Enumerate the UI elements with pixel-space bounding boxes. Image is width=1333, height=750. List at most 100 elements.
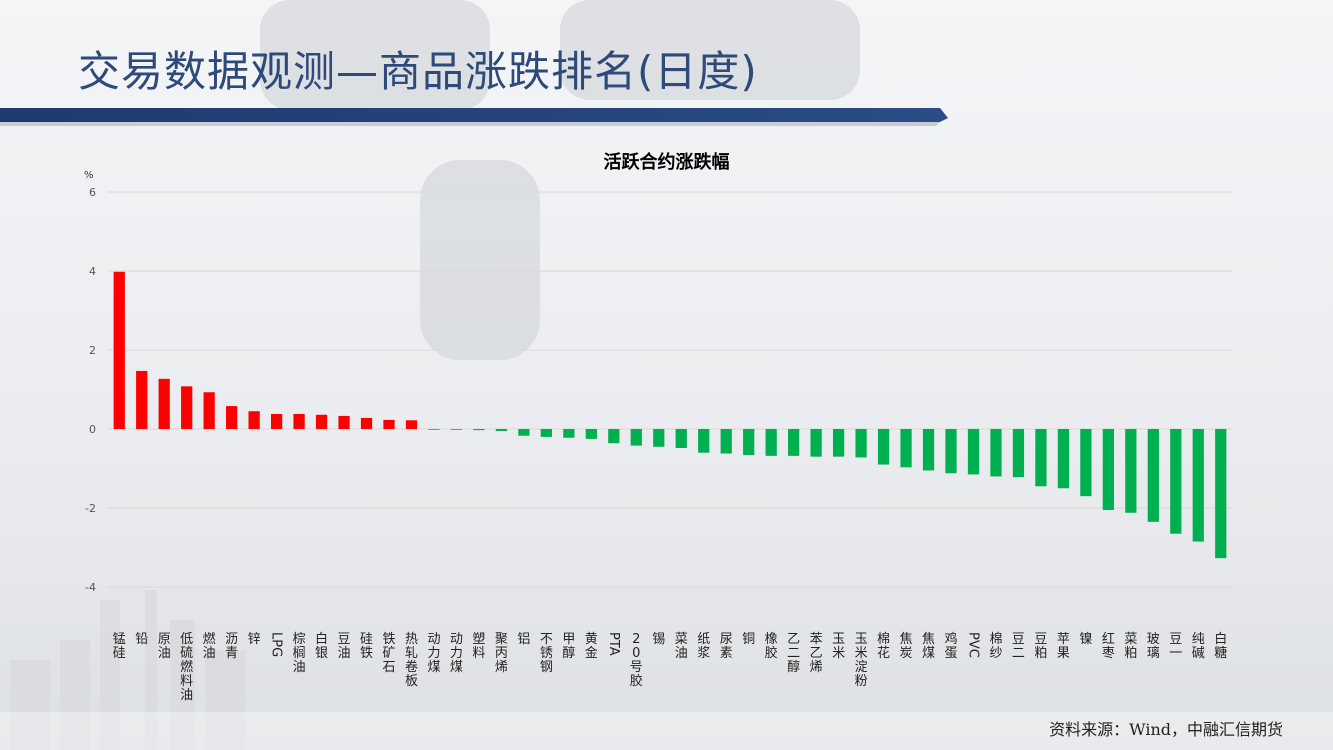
- source-note: 资料来源：Wind，中融汇信期货: [1049, 720, 1283, 739]
- x-tick-label: 菜油: [675, 632, 688, 661]
- x-tick-label: 焦煤: [922, 632, 935, 661]
- bar: [1102, 429, 1114, 510]
- bar: [945, 429, 957, 474]
- x-tick-label: 菜粕: [1124, 632, 1137, 661]
- x-tick-label: 铜: [742, 632, 755, 647]
- x-tick-label: 硅铁: [360, 632, 373, 661]
- bar: [788, 429, 800, 456]
- bar: [518, 429, 530, 436]
- bar: [338, 415, 350, 429]
- x-tick-label: 豆粕: [1034, 632, 1047, 661]
- x-tick-label: 沥青: [225, 632, 238, 661]
- bar: [653, 429, 665, 447]
- bar: [990, 429, 1002, 477]
- bar: [203, 392, 215, 429]
- bar: [226, 406, 238, 429]
- bar: [1080, 429, 1092, 497]
- x-tick-label: 尿素: [720, 632, 733, 661]
- bar: [608, 429, 620, 444]
- x-tick-label: 棉纱: [989, 632, 1002, 661]
- x-tick-label: 2 0 号胶: [630, 632, 643, 689]
- x-tick-label: 纸浆: [697, 632, 710, 661]
- x-tick-label: 焦炭: [900, 632, 913, 661]
- bar: [967, 429, 980, 475]
- bar: [540, 429, 552, 437]
- x-tick-label: 铁矿石: [382, 632, 395, 675]
- bar: [1012, 429, 1025, 478]
- x-tick-label: 橡胶: [765, 632, 778, 661]
- x-tick-label: 白银: [315, 631, 328, 661]
- x-tick-label: PTA: [606, 632, 621, 656]
- bars: [113, 271, 1227, 559]
- x-tick-label: 锰硅: [113, 632, 126, 661]
- bar: [158, 378, 170, 429]
- x-tick-label: 红枣: [1102, 631, 1115, 661]
- y-tick-label: 6: [89, 186, 96, 199]
- bar: [855, 429, 867, 458]
- bar: [922, 429, 935, 471]
- bar: [1057, 429, 1070, 489]
- bar: [1035, 429, 1047, 487]
- x-tick-label: 燃油: [203, 631, 216, 661]
- x-tick-label: 玉米淀粉: [855, 632, 868, 689]
- y-tick-label: 0: [89, 423, 96, 436]
- bar: [720, 429, 732, 454]
- bar: [270, 413, 283, 429]
- bar: [675, 429, 687, 448]
- bar: [113, 271, 125, 429]
- x-tick-label: 聚丙烯: [495, 632, 508, 675]
- x-tick-label: 棕榈油: [293, 632, 306, 675]
- x-tick-label: 纯碱: [1192, 632, 1205, 661]
- x-tick-label: 铅: [135, 632, 148, 647]
- bar: [1170, 429, 1182, 534]
- chart-title: 活跃合约涨跌幅: [603, 152, 730, 173]
- x-tick-label: 动力煤: [427, 632, 440, 675]
- x-tick-label: 热轧卷板: [405, 632, 418, 689]
- bar: [136, 370, 148, 429]
- bar: [810, 429, 822, 457]
- bar: [765, 429, 777, 456]
- bar: [1147, 429, 1159, 522]
- x-tick-label: 苯乙烯: [810, 632, 823, 675]
- x-tick-label: 豆二: [1012, 632, 1025, 661]
- x-tick-label: 苹果: [1057, 632, 1070, 661]
- bar: [900, 429, 912, 468]
- x-tick-label: 不锈钢: [540, 632, 553, 675]
- x-tick-label: 低硫燃料油: [180, 632, 193, 703]
- x-tick-label: PVC: [965, 632, 980, 658]
- bar: [1215, 429, 1227, 559]
- bar: [315, 414, 328, 429]
- bar: [450, 429, 463, 430]
- y-tick-label: -2: [85, 502, 96, 515]
- bar: [877, 429, 890, 465]
- bar: [832, 429, 845, 457]
- bar: [181, 386, 193, 429]
- bar: [585, 429, 597, 439]
- x-tick-label: 铝: [517, 632, 530, 647]
- gridlines: [108, 191, 1232, 588]
- x-tick-label: 乙二醇: [787, 632, 800, 675]
- x-tick-label: 锌: [248, 632, 261, 647]
- x-tick-label: 豆油: [338, 632, 351, 661]
- bar: [428, 429, 440, 430]
- bar: [743, 429, 755, 456]
- bar: [1125, 429, 1137, 513]
- bar: [563, 429, 575, 438]
- bar: [383, 419, 395, 429]
- x-tick-label: 锡: [652, 632, 665, 647]
- bar: [630, 429, 642, 446]
- x-tick-label: 原油: [158, 632, 171, 661]
- x-tick-label: LPG: [269, 632, 284, 657]
- x-tick-label: 塑料: [472, 632, 485, 661]
- x-tick-label: 白糖: [1214, 631, 1227, 661]
- bar: [1192, 429, 1204, 542]
- bar: [698, 429, 710, 453]
- x-tick-label: 甲醇: [562, 632, 575, 661]
- y-axis-ticks: -4 -2 0 2 4 6: [85, 186, 96, 594]
- page-title: 交易数据观测—商品涨跌排名(日度): [78, 47, 758, 96]
- x-tick-label: 镍: [1079, 632, 1092, 647]
- y-tick-label: 4: [89, 265, 96, 278]
- x-tick-label: 棉花: [877, 632, 890, 661]
